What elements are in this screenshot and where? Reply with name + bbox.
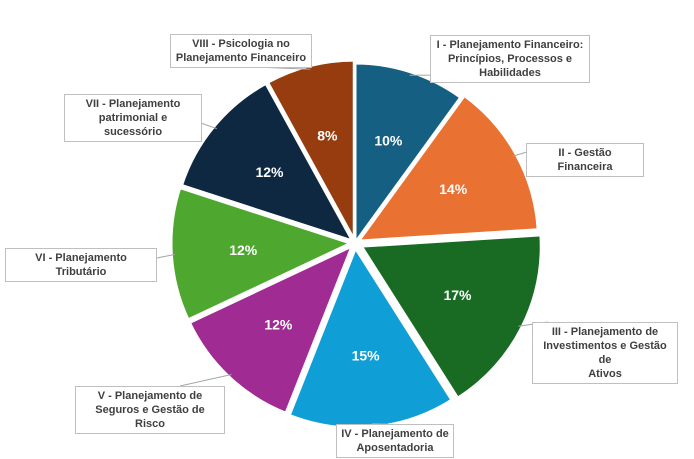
callout-label-7: VIII - Psicologia no Planejamento Financ… (170, 34, 312, 68)
leader-line-5 (156, 253, 176, 259)
pie-slice-2 (358, 233, 543, 401)
percent-label-1: 14% (439, 181, 468, 197)
percent-label-4: 12% (264, 317, 293, 333)
percent-label-5: 12% (229, 242, 258, 258)
percent-labels: 10% 14% 17% 15% 12% 12% 12% 8% (229, 127, 472, 363)
percent-label-0: 10% (374, 132, 403, 148)
percent-label-2: 17% (443, 287, 472, 303)
callout-label-1: II - Gestão Financeira (526, 143, 644, 177)
pie-slice-6 (179, 81, 356, 244)
percent-label-3: 15% (352, 347, 381, 363)
pie-slices (169, 58, 543, 430)
callout-label-6: VII - Planejamento patrimonial e sucessó… (64, 94, 202, 142)
callout-label-4: V - Planejamento de Seguros e Gestão de … (75, 386, 225, 434)
callout-label-3: IV - Planejamento de Aposentadoria (336, 424, 454, 458)
callout-label-5: VI - Planejamento Tributário (5, 248, 157, 282)
pie-slice-4 (187, 242, 356, 416)
pie-slice-1 (355, 93, 540, 243)
percent-label-6: 12% (255, 164, 284, 180)
leader-line-4 (179, 374, 232, 387)
callout-label-0: I - Planejamento Financeiro: Princípios,… (430, 35, 590, 83)
pie-slice-0 (353, 61, 463, 248)
callout-label-2: III - Planejamento de Investimentos e Ge… (532, 322, 678, 384)
percent-label-7: 8% (317, 127, 338, 143)
